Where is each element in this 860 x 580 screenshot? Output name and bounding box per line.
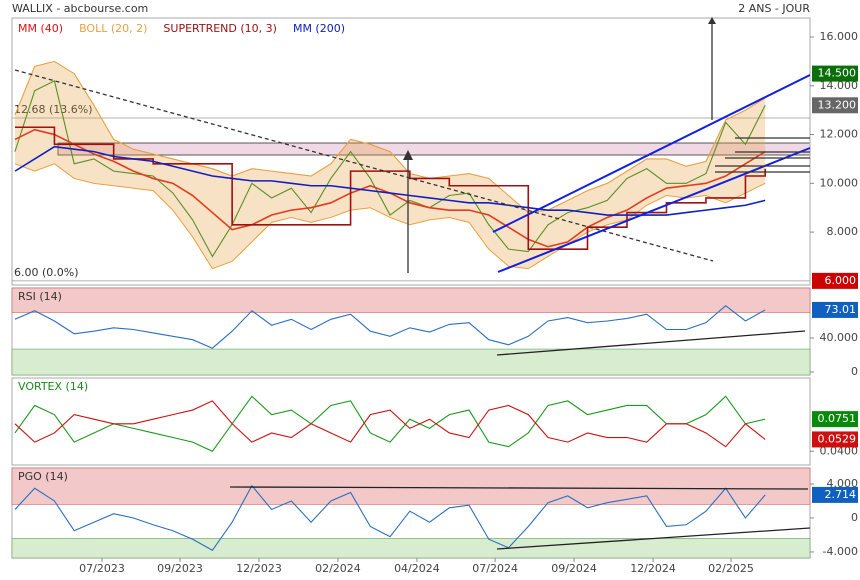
drawings [14,17,811,550]
overbought-zone [11,287,811,313]
value-marker [812,486,858,503]
value-marker-label: 6.000 [825,274,857,287]
series-line [14,400,766,448]
oversold-zone [11,348,811,376]
trend-line [496,527,811,550]
panel-frame [11,377,811,466]
value-marker [812,272,858,289]
legend-entry: MM (200) [293,22,345,35]
legend-entry: SUPERTREND (10, 3) [163,22,277,35]
y-tick-label: 0.0400 [820,444,859,457]
arrow-head [403,150,413,160]
y-tick-label: 14.000 [820,79,859,92]
value-marker [812,65,858,82]
y-tick-label: 16.000 [820,30,859,43]
band-area [14,61,766,269]
overbought-zone [11,467,811,505]
channel-line [492,74,811,233]
value-marker [812,411,858,428]
legend-entry: BOLL (20, 2) [79,22,147,35]
plot-layer: 8.000 10.000 12.000 14.000 16.000 12.68 (13.6… [12,22,858,575]
panel-title: PGO (14) [18,470,68,483]
x-tick-label: 09/2024 [551,562,597,575]
y-tick-label: 10.000 [820,176,859,189]
trend-line [496,330,806,356]
x-tick-label: 07/2023 [79,562,125,575]
series-line [14,304,766,349]
value-marker-label: 14.500 [818,67,857,80]
series-line [14,395,766,452]
x-tick-label: 04/2024 [394,562,440,575]
background-layer [11,17,811,559]
x-tick-label: 12/2024 [630,562,676,575]
y-tick-label: 8.000 [827,225,859,238]
y-tick-label: 12.000 [820,128,859,141]
series-line [14,484,766,551]
value-marker-label: 13.200 [818,98,857,111]
resistance-zone [57,142,811,156]
channel-line [497,147,811,273]
x-tick-label: 09/2023 [157,562,203,575]
x-tick-label: 07/2024 [472,562,518,575]
trend-line [14,69,714,262]
x-tick-label: 12/2023 [236,562,282,575]
x-tick-label: 02/2024 [315,562,361,575]
band-lower [14,163,766,270]
level-label: 6.00 (0.0%) [14,266,79,279]
site-title: WALLIX - abcbourse.com [12,2,148,15]
oversold-zone [11,538,811,559]
legend-entry: MM (40) [18,22,63,35]
panel-title: VORTEX (14) [18,380,88,393]
value-marker-label: 0.0751 [818,412,857,425]
y-tick-label: -4.000 [823,545,858,558]
y-tick-label: 0 [851,511,858,524]
value-marker-label: 0.0529 [818,432,857,445]
y-tick-label: 4.000 [827,477,859,490]
trend-line [229,486,809,490]
series-line [14,60,766,214]
level-label: 12.68 (13.6%) [14,103,93,116]
period: 2 ANS - JOUR [738,2,810,15]
arrow-head [708,17,716,24]
value-marker-label: 2.714 [825,488,857,501]
y-tick-label: 40.000 [820,331,859,344]
value-marker [812,97,858,114]
value-marker-label: 73.01 [825,303,857,316]
x-tick-label: 02/2025 [708,562,754,575]
panel-title: RSI (14) [18,290,62,303]
value-marker [812,431,858,448]
y-tick-label: 0 [851,365,858,378]
value-marker [812,301,858,318]
